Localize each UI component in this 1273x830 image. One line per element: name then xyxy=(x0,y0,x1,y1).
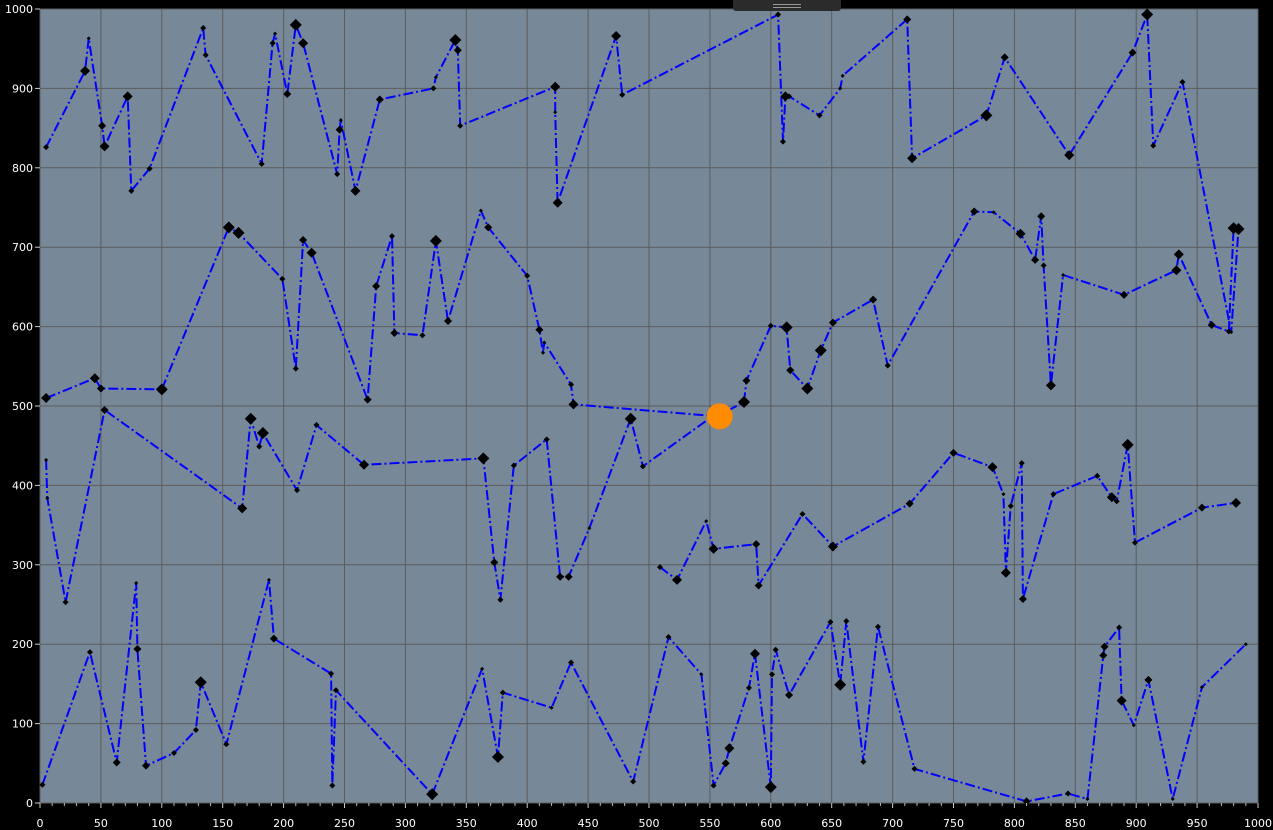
y-tick-label: 1000 xyxy=(5,3,33,16)
x-tick-label: 400 xyxy=(517,817,538,830)
y-tick-label: 800 xyxy=(12,162,33,175)
x-tick-label: 300 xyxy=(395,817,416,830)
grip-line xyxy=(773,7,801,8)
x-tick-label: 800 xyxy=(1004,817,1025,830)
x-tick-label: 1000 xyxy=(1244,817,1272,830)
x-axis-ticks: 0 50 100 150 200 250 300 350 400 450 500 550 600 650 7… xyxy=(37,803,1273,830)
y-tick-label: 700 xyxy=(12,241,33,254)
y-tick-label: 300 xyxy=(12,559,33,572)
x-tick-label: 350 xyxy=(456,817,477,830)
y-tick-label: 600 xyxy=(12,321,33,334)
y-tick-label: 500 xyxy=(12,400,33,413)
x-tick-label: 750 xyxy=(943,817,964,830)
x-tick-label: 950 xyxy=(1187,817,1208,830)
y-tick-label: 400 xyxy=(12,479,33,492)
x-tick-label: 50 xyxy=(94,817,108,830)
grid-lines xyxy=(40,9,1258,803)
highlight-point xyxy=(707,403,733,429)
x-tick-label: 850 xyxy=(1065,817,1086,830)
x-tick-label: 450 xyxy=(578,817,599,830)
x-tick-label: 550 xyxy=(699,817,720,830)
y-tick-label: 0 xyxy=(26,797,33,810)
highlight-marker xyxy=(707,403,733,429)
x-tick-label: 200 xyxy=(273,817,294,830)
x-tick-label: 500 xyxy=(639,817,660,830)
x-tick-label: 250 xyxy=(334,817,355,830)
resize-grip[interactable] xyxy=(733,0,841,11)
x-tick-label: 100 xyxy=(151,817,172,830)
x-tick-label: 150 xyxy=(212,817,233,830)
x-tick-label: 900 xyxy=(1126,817,1147,830)
x-tick-label: 0 xyxy=(37,817,44,830)
x-tick-label: 700 xyxy=(882,817,903,830)
y-tick-label: 900 xyxy=(12,82,33,95)
x-tick-label: 600 xyxy=(760,817,781,830)
y-tick-label: 100 xyxy=(12,718,33,731)
y-axis-ticks: 0 100 200 300 400 500 600 700 800 900 1000 xyxy=(5,3,40,810)
y-tick-label: 200 xyxy=(12,638,33,651)
grip-line xyxy=(773,4,801,5)
x-tick-label: 650 xyxy=(821,817,842,830)
